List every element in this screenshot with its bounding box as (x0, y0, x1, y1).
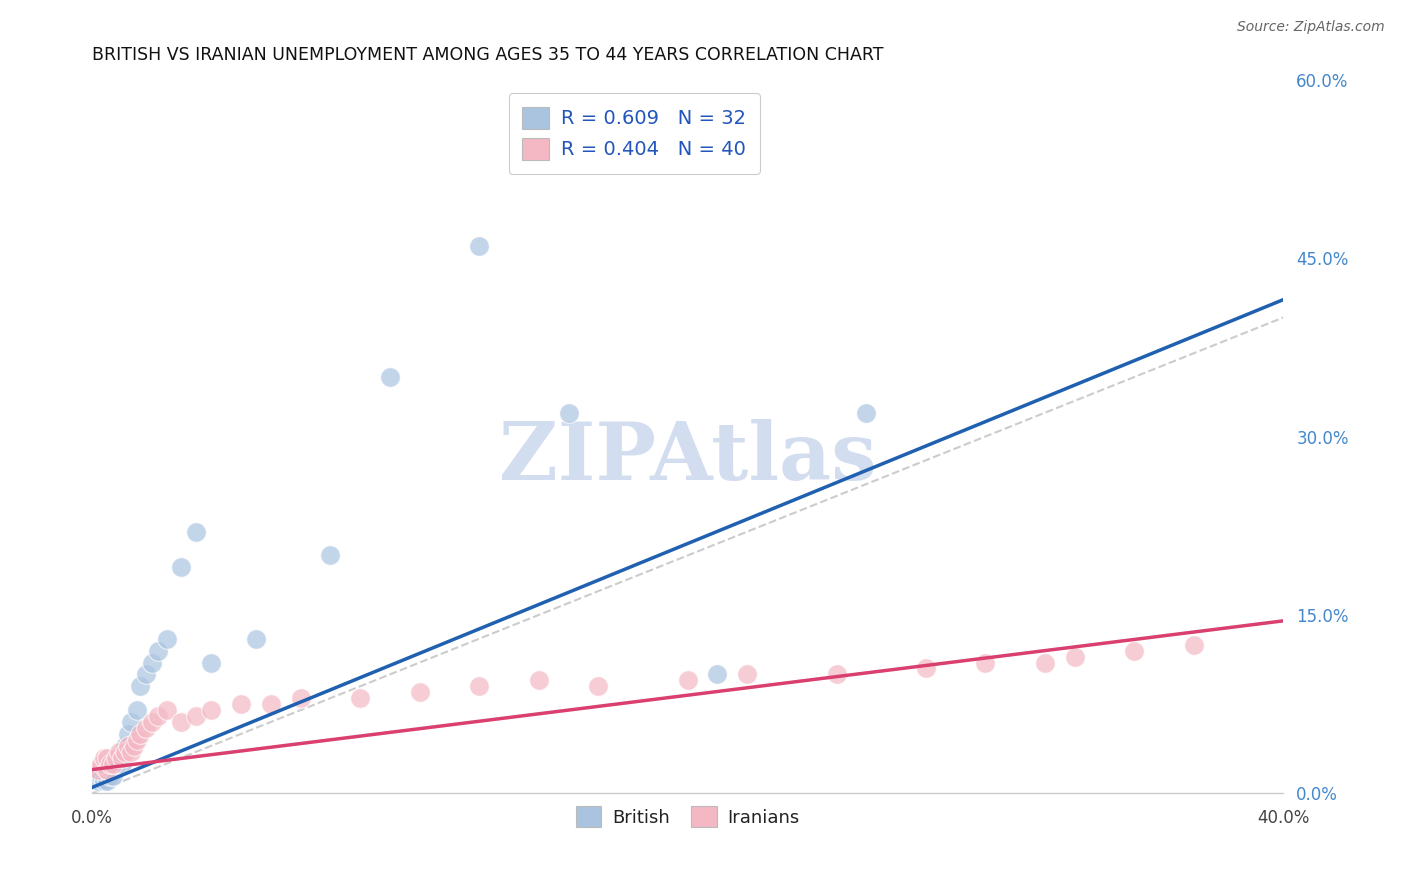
Point (111, 745, 134, 759)
Point (200, 703, 222, 717)
Point (468, 679, 491, 693)
Point (111, 756, 134, 771)
Point (117, 727, 139, 741)
Point (135, 667, 157, 681)
Point (120, 745, 142, 759)
Point (87, 763, 110, 777)
Point (120, 714, 142, 729)
Point (170, 714, 193, 729)
Point (706, 667, 728, 681)
Point (156, 703, 179, 717)
Point (588, 679, 610, 693)
Point (96, 763, 118, 777)
Point (128, 679, 150, 693)
Point (98, 768, 121, 782)
Point (468, 239, 491, 253)
Point (105, 756, 128, 771)
Point (128, 727, 150, 741)
Text: BRITISH VS IRANIAN UNEMPLOYMENT AMONG AGES 35 TO 44 YEARS CORRELATION CHART: BRITISH VS IRANIAN UNEMPLOYMENT AMONG AG… (93, 46, 884, 64)
Point (378, 370, 401, 384)
Point (527, 673, 550, 688)
Point (125, 703, 148, 717)
Point (319, 549, 342, 563)
Point (855, 406, 877, 420)
Point (974, 656, 997, 670)
Point (93, 750, 115, 764)
Point (111, 750, 134, 764)
Point (108, 750, 131, 764)
Point (122, 739, 145, 753)
Point (108, 745, 131, 759)
Point (96, 750, 118, 764)
Point (90, 768, 112, 782)
Point (96, 774, 118, 789)
Point (1182, 638, 1205, 652)
Point (98, 763, 121, 777)
Point (1063, 649, 1085, 664)
Point (735, 667, 758, 681)
Point (557, 406, 579, 420)
Point (200, 656, 222, 670)
Point (914, 661, 936, 675)
Legend: British, Iranians: British, Iranians (568, 799, 807, 834)
Point (349, 691, 371, 706)
Point (186, 709, 208, 723)
Point (141, 656, 163, 670)
Point (125, 732, 148, 747)
Point (229, 697, 252, 711)
Point (135, 721, 157, 735)
Point (825, 667, 848, 681)
Point (96, 763, 118, 777)
Point (146, 709, 169, 723)
Point (87, 774, 110, 789)
Point (105, 750, 128, 764)
Point (101, 756, 124, 771)
Text: ZIPAtlas: ZIPAtlas (499, 419, 876, 497)
Point (245, 632, 267, 646)
Point (170, 560, 193, 574)
Text: Source: ZipAtlas.com: Source: ZipAtlas.com (1237, 20, 1385, 34)
Point (114, 745, 136, 759)
Point (101, 768, 124, 782)
Point (101, 756, 124, 771)
Point (260, 697, 283, 711)
Point (117, 739, 139, 753)
Point (408, 685, 430, 699)
Point (676, 673, 699, 688)
Point (146, 643, 169, 657)
Point (141, 714, 163, 729)
Point (90, 756, 112, 771)
Point (1033, 656, 1056, 670)
Point (1123, 643, 1146, 657)
Point (93, 774, 115, 789)
Point (186, 524, 208, 539)
Point (98, 756, 121, 771)
Point (290, 691, 312, 706)
Point (114, 739, 136, 753)
Point (156, 632, 179, 646)
